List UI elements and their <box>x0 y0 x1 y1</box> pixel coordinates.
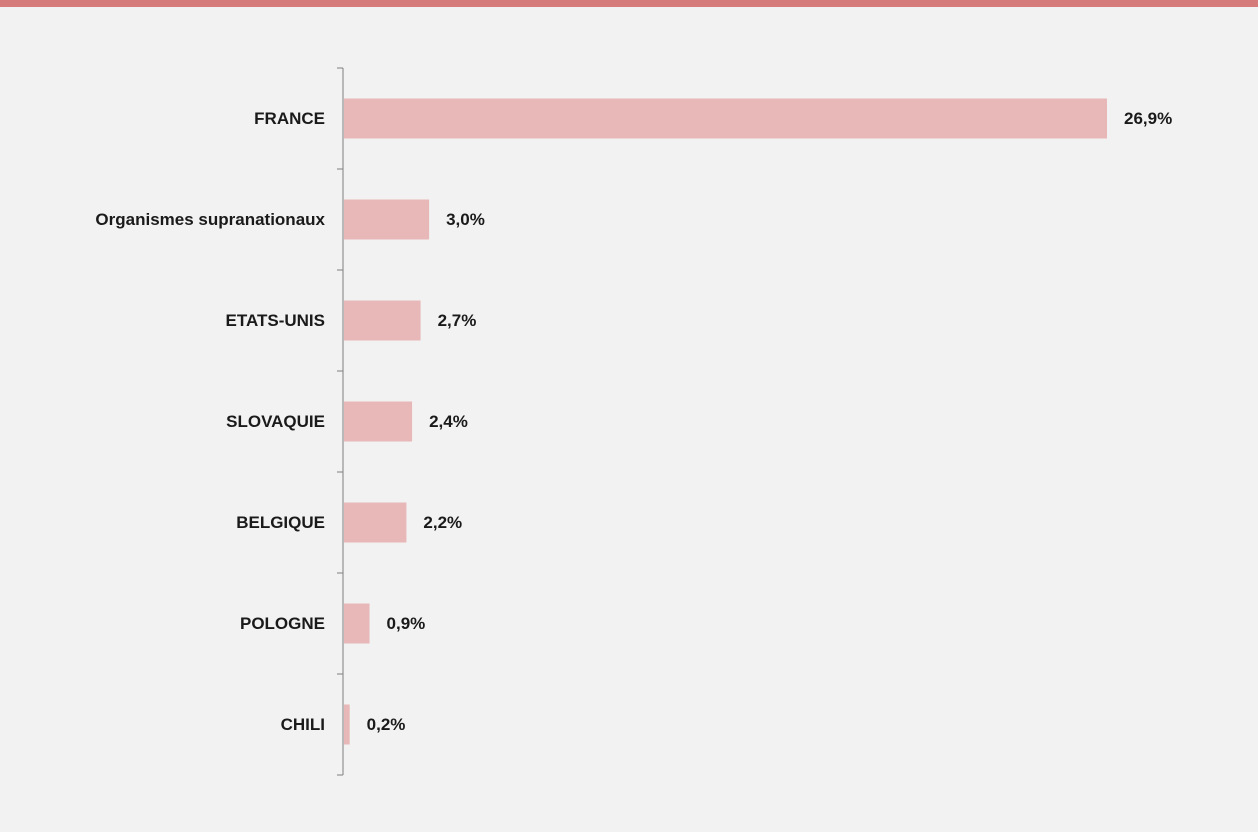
bar <box>344 704 350 745</box>
bar <box>344 98 1107 139</box>
bar <box>344 300 421 341</box>
bar <box>344 199 430 240</box>
value-label: 3,0% <box>446 210 485 229</box>
category-label: FRANCE <box>254 109 325 128</box>
category-label: ETATS-UNIS <box>226 311 325 330</box>
category-label: CHILI <box>281 715 325 734</box>
value-label: 2,4% <box>429 412 468 431</box>
category-label: SLOVAQUIE <box>226 412 325 431</box>
bar <box>344 502 407 543</box>
bar <box>344 401 413 442</box>
category-label: BELGIQUE <box>236 513 325 532</box>
category-label: Organismes supranationaux <box>95 210 325 229</box>
category-label: POLOGNE <box>240 614 325 633</box>
bar <box>344 603 370 644</box>
value-label: 0,2% <box>367 715 406 734</box>
value-label: 0,9% <box>387 614 426 633</box>
value-label: 26,9% <box>1124 109 1172 128</box>
value-label: 2,2% <box>423 513 462 532</box>
top-bar <box>0 0 1258 7</box>
value-label: 2,7% <box>438 311 477 330</box>
